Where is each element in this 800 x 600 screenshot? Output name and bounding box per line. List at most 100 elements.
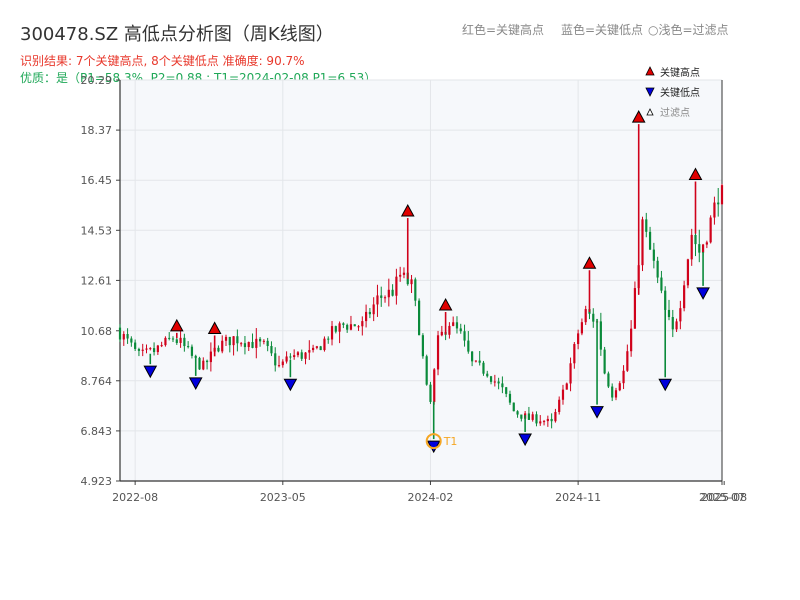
candle-body [319,346,322,351]
candle-body [141,349,144,351]
candle-body [558,399,561,412]
key-low-marker [696,287,710,300]
candle-body [701,244,705,253]
result-summary: 识别结果: 7个关键高点, 8个关键低点 准确度: 90.7% [20,54,305,68]
key-high-marker [582,256,597,269]
x-tick-label: 2023-05 [260,491,306,504]
candle-body [671,317,674,330]
candle-body [232,336,235,346]
candle-body [641,219,644,266]
candle-body [425,356,428,385]
candle-body [573,344,576,364]
candle-body [626,351,629,371]
candle-body [580,322,584,334]
candle-body [527,413,531,420]
candle-body [455,322,459,329]
candle-body [202,360,205,370]
candle-body [463,331,466,341]
candle-body [550,418,553,422]
candle-body [539,421,542,424]
candle-body [584,309,587,323]
y-tick-label: 18.37 [81,124,113,137]
t1-label: T1 [443,435,458,448]
candle-body [569,363,572,384]
candle-body [334,326,337,332]
key-low-marker [188,377,203,390]
candle-body [152,348,156,353]
candle-body [508,393,512,403]
candle-body [675,321,678,330]
candle-body [660,277,663,291]
legend-marker-filtered [646,108,654,116]
candle-body [698,244,701,253]
candle-body [205,360,209,363]
legend-marker-high [645,66,655,76]
candle-body [270,346,273,354]
candle-body [531,414,534,420]
candle-body [262,340,265,342]
candle-body [255,338,258,348]
candle-body [126,334,129,339]
candle-body [652,249,655,261]
candle-body [478,360,481,363]
candle-body [338,323,341,332]
candle-body [187,346,190,348]
candle-body [160,345,163,347]
y-tick-label: 4.923 [81,475,113,488]
candle-body [683,285,686,309]
key-low-marker [518,433,532,447]
legend-label-high: 关键高点 [660,66,700,79]
candle-body [330,326,334,340]
t1-ring [425,433,442,450]
candle-body [293,355,296,358]
key-high-marker [438,297,453,311]
legend-label-filtered: 过滤点 [660,106,690,119]
candle-body [630,328,633,352]
candle-body [243,343,247,348]
y-tick-label: 20.29 [81,74,113,87]
candle-body [391,289,394,296]
candle-body [436,335,440,370]
candle-body [353,324,356,327]
candle-body [592,313,595,322]
candle-body [323,338,326,351]
candle-body [266,340,269,347]
candle-body [618,383,621,391]
candle-body [164,337,167,346]
candle-body [474,360,477,362]
candle-body [512,402,515,412]
header-legend-filtered: ○浅色=过滤点 [648,23,729,37]
candle-body [372,304,375,315]
candle-body [383,297,387,299]
candle-body [493,381,496,383]
x-tick-label: 2025-07 [699,491,745,504]
candle-body [648,231,652,250]
candle-body [209,351,212,363]
candle-body [686,259,690,286]
candle-body [122,334,125,340]
candle-body [247,342,250,348]
candle-body [308,350,311,353]
candle-body [315,346,318,348]
candle-body [118,327,122,340]
candle-body [175,339,178,343]
candle-body [486,373,489,377]
candle-body [395,276,398,296]
y-tick-label: 16.45 [81,174,113,187]
candle-body [421,335,424,357]
header-legend-high: 红色=关键高点 [462,23,545,37]
key-high-marker [169,318,184,332]
candle-body [467,340,470,352]
candle-body [349,324,353,330]
candle-body [622,370,625,384]
candle-body [228,336,231,346]
candle-body [224,336,228,341]
candle-body [418,300,421,336]
candle-body [429,384,432,402]
header-legend-low: 蓝色=关键低点 [561,23,644,37]
candle-body [633,288,637,329]
key-high-marker [631,110,646,123]
candle-body [171,338,175,340]
candle-body [520,414,523,419]
